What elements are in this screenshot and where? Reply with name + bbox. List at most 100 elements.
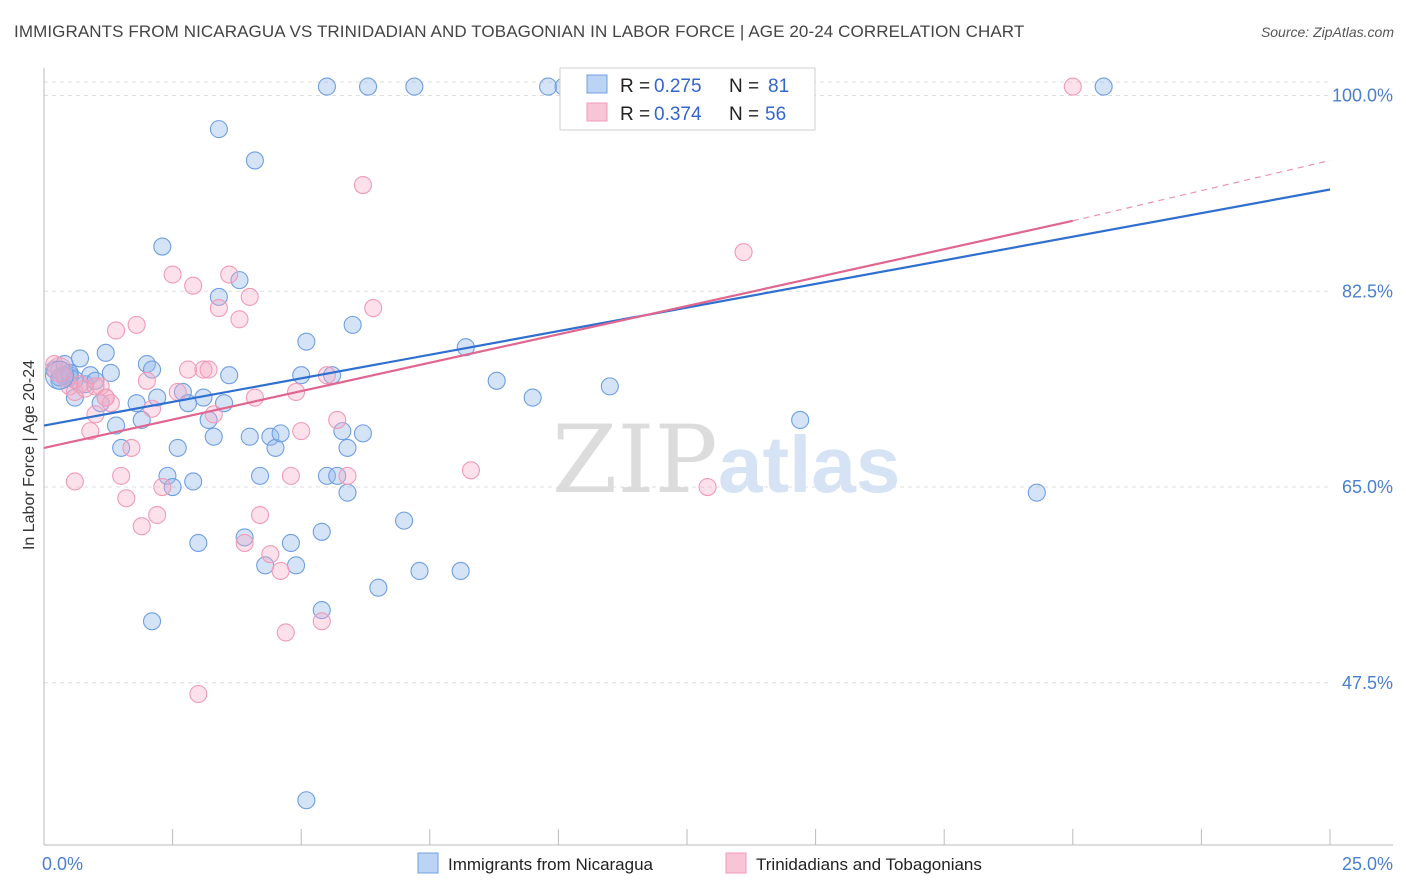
trinidad-point [117, 489, 136, 508]
trinidad-point [112, 466, 131, 485]
trinidad-point [209, 299, 228, 318]
nicaragua-point [271, 424, 290, 443]
legend-swatch-pink [586, 102, 608, 122]
trinidad-point [199, 360, 218, 379]
trinidad-point [240, 287, 259, 306]
trinidad-point [184, 276, 203, 295]
nicaragua-point [600, 377, 619, 396]
nicaragua-point [132, 410, 151, 429]
y-tick-label: 65.0% [1342, 477, 1393, 497]
y-tick-label: 100.0% [1332, 86, 1393, 106]
trinidad-point [153, 478, 172, 497]
nicaragua-point [297, 332, 316, 351]
nicaragua-point [1094, 77, 1113, 96]
x-tick-label-max: 25.0% [1342, 854, 1393, 874]
nicaragua-cluster [44, 360, 74, 390]
trinidad-point [122, 438, 141, 457]
trinidad-point [178, 360, 198, 379]
trinidad-point [168, 382, 187, 402]
nicaragua-point [184, 472, 203, 491]
nicaragua-point [112, 438, 131, 457]
nicaragua-point [209, 120, 228, 139]
nicaragua-point [189, 533, 208, 553]
nicaragua-point [317, 77, 336, 96]
nicaragua-point [287, 556, 306, 575]
nicaragua-point [70, 349, 90, 368]
nicaragua-point [359, 77, 378, 96]
trinidad-point [276, 623, 295, 642]
nicaragua-point [312, 522, 331, 541]
nicaragua-point [158, 466, 177, 485]
stat-n-label-1: N = [729, 76, 759, 97]
trinidad-cluster [46, 357, 72, 383]
nicaragua-trend-line [43, 188, 1331, 427]
stat-n-value-2: 56 [765, 104, 786, 125]
y-tick-label: 82.5% [1342, 281, 1393, 301]
stat-n-label-2: N = [729, 104, 759, 125]
nicaragua-point [266, 438, 285, 457]
stat-r-value-2: 0.374 [654, 104, 702, 125]
trinidad-point [220, 265, 239, 284]
trinidad-trend-line [43, 219, 1074, 449]
trinidad-point [106, 321, 126, 340]
trinidad-point [45, 354, 64, 374]
nicaragua-point [245, 151, 264, 170]
stats-legend: R = 0.275 N = 81 R = 0.374 N = 56 [559, 67, 816, 131]
nicaragua-point [261, 427, 280, 446]
trinidad-point [461, 461, 481, 480]
y-axis-title: In Labor Force | Age 20-24 [21, 360, 38, 550]
trinidad-point [91, 377, 110, 396]
series-label-trinidad: Trinidadians and Tobagonians [756, 855, 982, 874]
nicaragua-point [333, 422, 352, 441]
nicaragua-point [230, 271, 249, 290]
trinidad-point [65, 472, 84, 491]
trinidad-point [194, 360, 213, 379]
x-tick-label-min: 0.0% [42, 854, 83, 874]
trinidad-point [86, 377, 105, 396]
nicaragua-point [96, 343, 115, 362]
grid [44, 81, 1330, 684]
nicaragua-point [328, 466, 347, 485]
trinidad-point [230, 310, 249, 329]
nicaragua-point [101, 363, 120, 383]
trinidad-point [698, 478, 717, 497]
nicaragua-point [353, 424, 372, 443]
trinidad-point [132, 517, 151, 536]
nicaragua-point [487, 371, 506, 390]
nicaragua-point [220, 366, 239, 385]
trinidad-point [261, 545, 280, 564]
series-legend: Immigrants from Nicaragua Trinidadians a… [417, 852, 982, 874]
trinidad-point [235, 533, 254, 553]
trend-lines [43, 159, 1331, 449]
watermark-zip: ZIP [552, 406, 718, 515]
trinidad-point [338, 466, 357, 485]
y-tick-label: 47.5% [1342, 673, 1393, 693]
trinidad-point [137, 371, 156, 390]
nicaragua-point [163, 478, 182, 497]
nicaragua-point [65, 388, 84, 407]
trinidad-point [312, 612, 331, 631]
nicaragua-point [292, 366, 311, 385]
nicaragua-point [343, 315, 362, 334]
trinidad-point [163, 265, 182, 284]
trinidad-trend-extension [1072, 159, 1331, 222]
trinidad-point [734, 243, 753, 262]
nicaragua-point [148, 388, 167, 407]
stat-r-label-2: R = [620, 104, 650, 125]
nicaragua-point [405, 77, 424, 96]
nicaragua-point [791, 410, 810, 429]
stat-r-label-1: R = [620, 76, 650, 97]
nicaragua-point [281, 533, 300, 553]
stat-r-value-1: 0.275 [654, 76, 702, 97]
trinidad-point [281, 466, 300, 485]
trinidad-point [364, 299, 383, 318]
nicaragua-point [317, 466, 336, 485]
nicaragua-point [240, 427, 259, 446]
trinidad-point [81, 422, 100, 441]
nicaragua-point [1027, 483, 1046, 502]
tick-labels: 47.5% 65.0% 82.5% 100.0% 0.0% 25.0% [42, 86, 1393, 874]
watermark: ZIP atlas [552, 406, 900, 515]
trinidad-point [189, 684, 208, 704]
watermark-atlas: atlas [718, 420, 900, 509]
